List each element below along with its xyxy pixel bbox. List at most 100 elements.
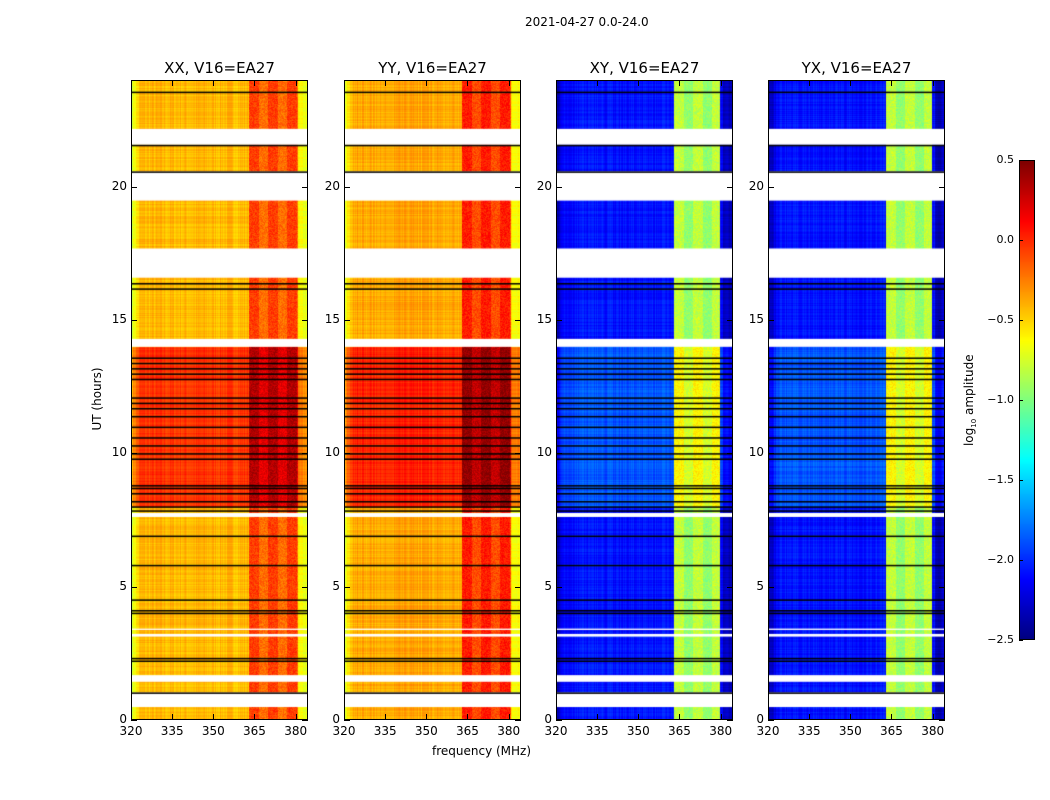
x-tick — [508, 714, 510, 720]
x-tick-label: 365 — [456, 724, 479, 738]
heatmap-cells — [557, 81, 732, 719]
x-axis-label: frequency (MHz) — [432, 744, 532, 758]
x-tick-top — [638, 80, 640, 86]
y-tick — [131, 586, 137, 588]
panel-title: XX, V16=EA27 — [164, 59, 275, 77]
x-tick — [385, 714, 387, 720]
x-tick-label: 365 — [243, 724, 266, 738]
colorbar-tick — [1019, 640, 1023, 641]
x-tick-label: 350 — [414, 724, 438, 738]
y-tick-right — [515, 186, 521, 188]
x-tick-label: 380 — [921, 724, 945, 738]
x-tick-top — [556, 80, 557, 86]
y-tick-label: 0 — [544, 712, 552, 726]
x-tick-label: 335 — [373, 724, 397, 738]
colorbar-tick — [1019, 160, 1023, 161]
y-tick-right — [939, 586, 945, 588]
y-tick-right — [939, 720, 945, 721]
y-tick-label: 10 — [748, 445, 764, 460]
colorbar-tick-label: −2.5 — [987, 633, 1014, 646]
panel-title: YY, V16=EA27 — [378, 59, 487, 77]
y-tick — [344, 320, 350, 321]
y-tick — [131, 720, 137, 721]
heatmap-panel — [556, 80, 733, 720]
y-tick-label: 0 — [119, 712, 127, 726]
y-tick-right — [515, 453, 521, 455]
y-tick-right — [727, 320, 733, 321]
x-tick — [891, 714, 893, 720]
y-tick-label: 5 — [544, 578, 552, 593]
y-tick-label: 20 — [324, 178, 340, 193]
x-tick-top — [679, 80, 681, 86]
x-tick-label: 320 — [756, 724, 780, 738]
heatmap-panel — [344, 80, 521, 720]
x-tick — [467, 714, 469, 720]
x-tick-label: 380 — [497, 724, 521, 738]
x-tick-top — [932, 80, 934, 86]
y-tick — [556, 720, 562, 721]
panel-title: YX, V16=EA27 — [801, 59, 912, 77]
x-tick — [556, 714, 557, 720]
y-tick-right — [302, 586, 308, 588]
panel-title: XY, V16=EA27 — [589, 59, 700, 77]
y-tick-label: 10 — [536, 445, 552, 460]
x-tick — [295, 714, 297, 720]
y-tick-label: 15 — [536, 312, 552, 326]
y-tick — [768, 320, 774, 321]
x-tick-label: 335 — [160, 724, 184, 738]
y-tick-right — [302, 186, 308, 188]
colorbar-tick-label: 0.5 — [996, 153, 1015, 166]
y-tick — [131, 186, 137, 188]
colorbar-tick — [1019, 560, 1023, 561]
x-tick — [932, 714, 934, 720]
y-axis-label: UT (hours) — [90, 367, 104, 431]
colorbar-tick — [1019, 400, 1023, 401]
y-tick — [344, 720, 350, 721]
y-tick-right — [515, 720, 521, 721]
y-tick-label: 10 — [324, 445, 340, 460]
x-tick-label: 350 — [201, 724, 225, 738]
x-tick — [638, 714, 640, 720]
y-tick-right — [939, 320, 945, 321]
y-tick-right — [727, 586, 733, 588]
y-tick-right — [302, 320, 308, 321]
y-tick-right — [727, 453, 733, 455]
y-tick — [556, 320, 562, 321]
y-tick — [768, 453, 774, 455]
x-tick-top — [768, 80, 769, 86]
x-tick-label: 365 — [668, 724, 691, 738]
x-tick-top — [426, 80, 428, 86]
x-tick-label: 320 — [544, 724, 568, 738]
x-tick-top — [295, 80, 297, 86]
x-tick-top — [344, 80, 345, 86]
x-tick — [720, 714, 722, 720]
y-tick — [131, 453, 137, 455]
y-tick-label: 15 — [324, 312, 340, 326]
y-tick-right — [727, 720, 733, 721]
colorbar-tick-label: −1.5 — [987, 473, 1014, 486]
colorbar-tick-label: 0.0 — [996, 233, 1015, 246]
colorbar-tick-label: −2.0 — [987, 553, 1014, 566]
x-tick-top — [597, 80, 599, 86]
x-tick-top — [720, 80, 722, 86]
heatmap-cells — [345, 81, 520, 719]
y-tick-label: 0 — [332, 712, 340, 726]
x-tick — [768, 714, 769, 720]
colorbar-tick — [1019, 480, 1023, 481]
x-tick — [344, 714, 345, 720]
x-tick — [213, 714, 215, 720]
y-tick — [768, 586, 774, 588]
y-tick-label: 15 — [111, 312, 127, 326]
y-tick-right — [515, 586, 521, 588]
x-tick — [679, 714, 681, 720]
x-tick-top — [850, 80, 852, 86]
x-tick-top — [172, 80, 174, 86]
y-tick-right — [727, 186, 733, 188]
x-tick-top — [385, 80, 387, 86]
y-tick-label: 5 — [332, 578, 340, 593]
x-tick-label: 320 — [119, 724, 143, 738]
colorbar-tick — [1019, 240, 1023, 241]
y-tick-right — [515, 320, 521, 321]
x-tick — [426, 714, 428, 720]
x-tick — [172, 714, 174, 720]
